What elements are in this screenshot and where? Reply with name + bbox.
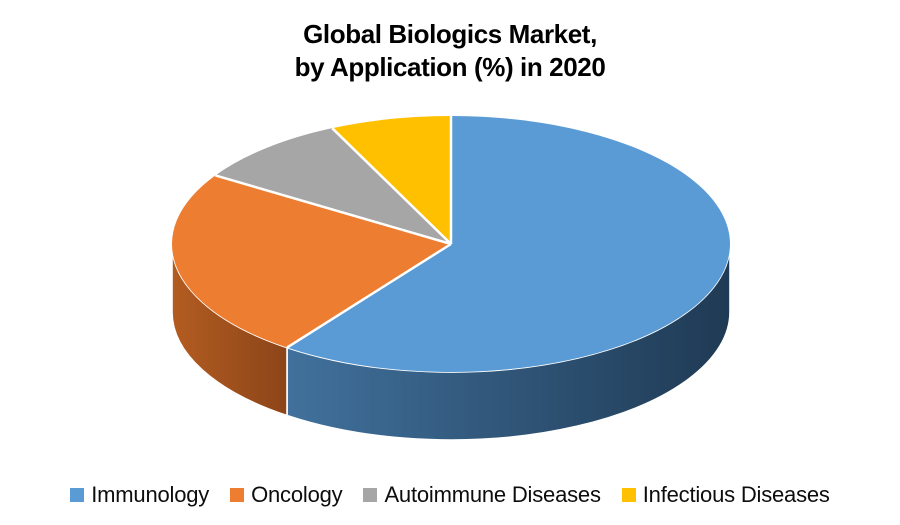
pie-slice-separator	[331, 127, 452, 245]
chart-title: Global Biologics Market, by Application …	[0, 18, 900, 84]
chart-legend: Immunology Oncology Autoimmune Diseases …	[0, 482, 900, 508]
pie-slice-separator	[286, 242, 452, 349]
legend-label-infectious-diseases: Infectious Diseases	[642, 482, 830, 507]
legend-label-autoimmune-diseases: Autoimmune Diseases	[384, 482, 601, 507]
legend-item-immunology: Immunology	[70, 482, 209, 508]
pie-slice-autoimmune-diseases	[215, 128, 451, 244]
legend-label-immunology: Immunology	[91, 482, 210, 507]
legend-label-oncology: Oncology	[251, 482, 343, 507]
chart-title-line2: by Application (%) in 2020	[294, 52, 606, 82]
legend-swatch-immunology	[70, 488, 85, 502]
legend-swatch-autoimmune-diseases	[363, 488, 378, 502]
legend-item-infectious-diseases: Infectious Diseases	[621, 482, 830, 508]
pie-slice-separator	[215, 174, 452, 246]
legend-item-oncology: Oncology	[230, 482, 343, 508]
legend-swatch-infectious-diseases	[621, 488, 636, 502]
pie-slice-immunology	[287, 116, 730, 372]
legend-swatch-oncology	[230, 488, 245, 502]
pie-slice-oncology	[172, 175, 451, 348]
pie-slice-infectious-diseases	[332, 116, 451, 244]
chart-title-line1: Global Biologics Market,	[303, 19, 597, 49]
legend-item-autoimmune-diseases: Autoimmune Diseases	[363, 482, 601, 508]
